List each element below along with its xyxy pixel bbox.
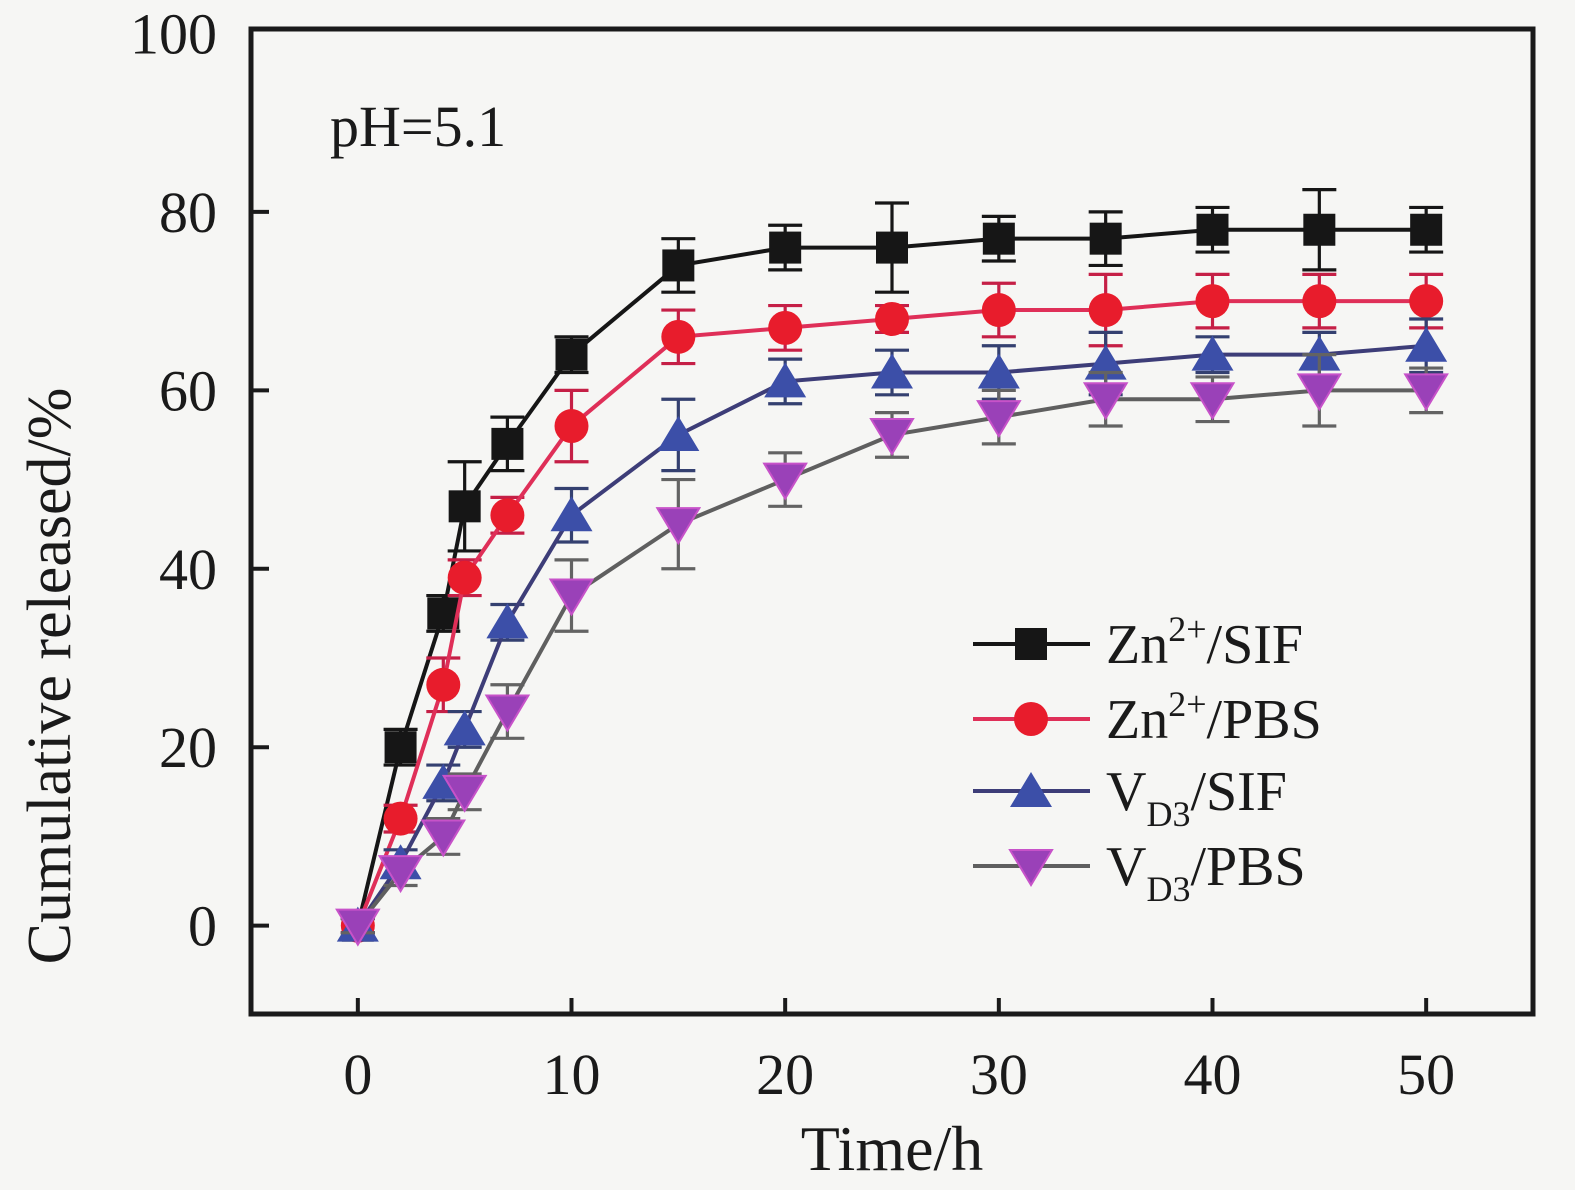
data-point-triangle-up — [1010, 772, 1052, 807]
x-axis-tick-label: 0 — [343, 1042, 372, 1107]
ph-annotation: pH=5.1 — [330, 94, 506, 159]
data-point-circle — [447, 560, 482, 595]
data-point-triangle-up — [871, 353, 913, 389]
x-axis-title: Time/h — [801, 1113, 984, 1184]
data-point-circle — [1088, 293, 1123, 328]
data-point-square — [769, 231, 802, 264]
legend-label: VD3/PBS — [1106, 836, 1306, 909]
data-point-circle — [1014, 702, 1048, 736]
data-point-triangle-up — [1191, 335, 1234, 371]
data-point-square — [384, 731, 417, 764]
data-point-triangle-down — [762, 462, 808, 501]
data-point-triangle-down — [548, 578, 595, 617]
data-point-square — [1015, 628, 1047, 660]
data-point-square — [662, 249, 695, 282]
data-point-square — [448, 490, 481, 523]
data-point-triangle-up — [486, 603, 529, 639]
y-axis-tick-label: 20 — [159, 715, 217, 780]
y-axis-tick-label: 0 — [188, 894, 217, 959]
x-axis-tick-label: 10 — [543, 1042, 601, 1107]
data-point-square — [1410, 213, 1443, 246]
data-point-triangle-up — [764, 362, 807, 398]
legend-label: Zn2+/SIF — [1106, 609, 1303, 676]
y-axis-title: Cumulative released/% — [16, 388, 84, 965]
data-point-triangle-down — [976, 400, 1022, 439]
data-point-square — [982, 222, 1015, 255]
data-point-circle — [661, 319, 696, 354]
data-point-triangle-down — [441, 774, 488, 813]
data-point-triangle-down — [484, 694, 531, 733]
data-point-circle — [981, 293, 1016, 328]
data-point-triangle-down — [1082, 382, 1129, 421]
data-point-circle — [1409, 284, 1444, 319]
series-line — [355, 227, 1427, 927]
y-axis-tick-label: 100 — [130, 1, 217, 66]
data-point-circle — [490, 498, 525, 533]
legend-label: VD3/SIF — [1106, 761, 1287, 834]
data-point-triangle-down — [1189, 382, 1236, 421]
data-point-triangle-down — [420, 819, 467, 858]
data-point-triangle-down — [1008, 849, 1054, 887]
x-axis-tick-label: 30 — [970, 1042, 1028, 1107]
legend-item-vd3-sif: VD3/SIF — [973, 761, 1287, 834]
data-point-circle — [383, 801, 418, 836]
y-axis-tick-label: 60 — [159, 358, 217, 423]
data-point-square — [1089, 222, 1122, 255]
data-point-triangle-up — [1084, 344, 1127, 380]
data-point-triangle-up — [1405, 326, 1448, 362]
data-point-square — [555, 338, 588, 371]
series-line — [355, 299, 1427, 927]
data-point-circle — [554, 409, 589, 444]
data-point-triangle-down — [1296, 373, 1343, 412]
data-point-circle — [768, 310, 803, 345]
data-point-circle — [875, 301, 909, 336]
x-axis-tick-label: 20 — [756, 1042, 814, 1107]
x-axis-tick-label: 40 — [1184, 1042, 1242, 1107]
legend-item-vd3-pbs: VD3/PBS — [973, 836, 1306, 909]
data-point-triangle-up — [550, 496, 593, 532]
data-point-triangle-down — [869, 417, 915, 456]
data-point-circle — [426, 667, 461, 702]
data-point-triangle-down — [655, 507, 702, 546]
data-point-triangle-down — [377, 855, 424, 894]
x-axis-tick-label: 50 — [1397, 1042, 1455, 1107]
data-point-square — [1303, 213, 1336, 246]
data-point-triangle-down — [1403, 373, 1449, 412]
data-point-square — [491, 427, 524, 460]
legend-label: Zn2+/PBS — [1106, 684, 1322, 751]
legend-item-zn2--pbs: Zn2+/PBS — [973, 684, 1322, 751]
plot-frame — [248, 26, 1536, 1017]
data-point-triangle-up — [443, 710, 486, 746]
data-point-triangle-down — [335, 908, 381, 947]
data-point-square — [876, 231, 908, 264]
y-axis-tick-label: 40 — [159, 537, 217, 602]
axis-ticks: 0 10 20 30 40 50 0 20 40 60 80 100 — [130, 1, 1455, 1107]
legend-item-zn2--sif: Zn2+/SIF — [973, 609, 1303, 676]
y-axis-tick-label: 80 — [159, 180, 217, 245]
data-point-triangle-up — [657, 415, 700, 451]
data-point-circle — [1302, 284, 1337, 319]
data-point-square — [1196, 213, 1229, 246]
series-vd3-pbs — [335, 353, 1449, 947]
data-point-circle — [1195, 284, 1230, 319]
data-point-triangle-up — [977, 353, 1020, 389]
